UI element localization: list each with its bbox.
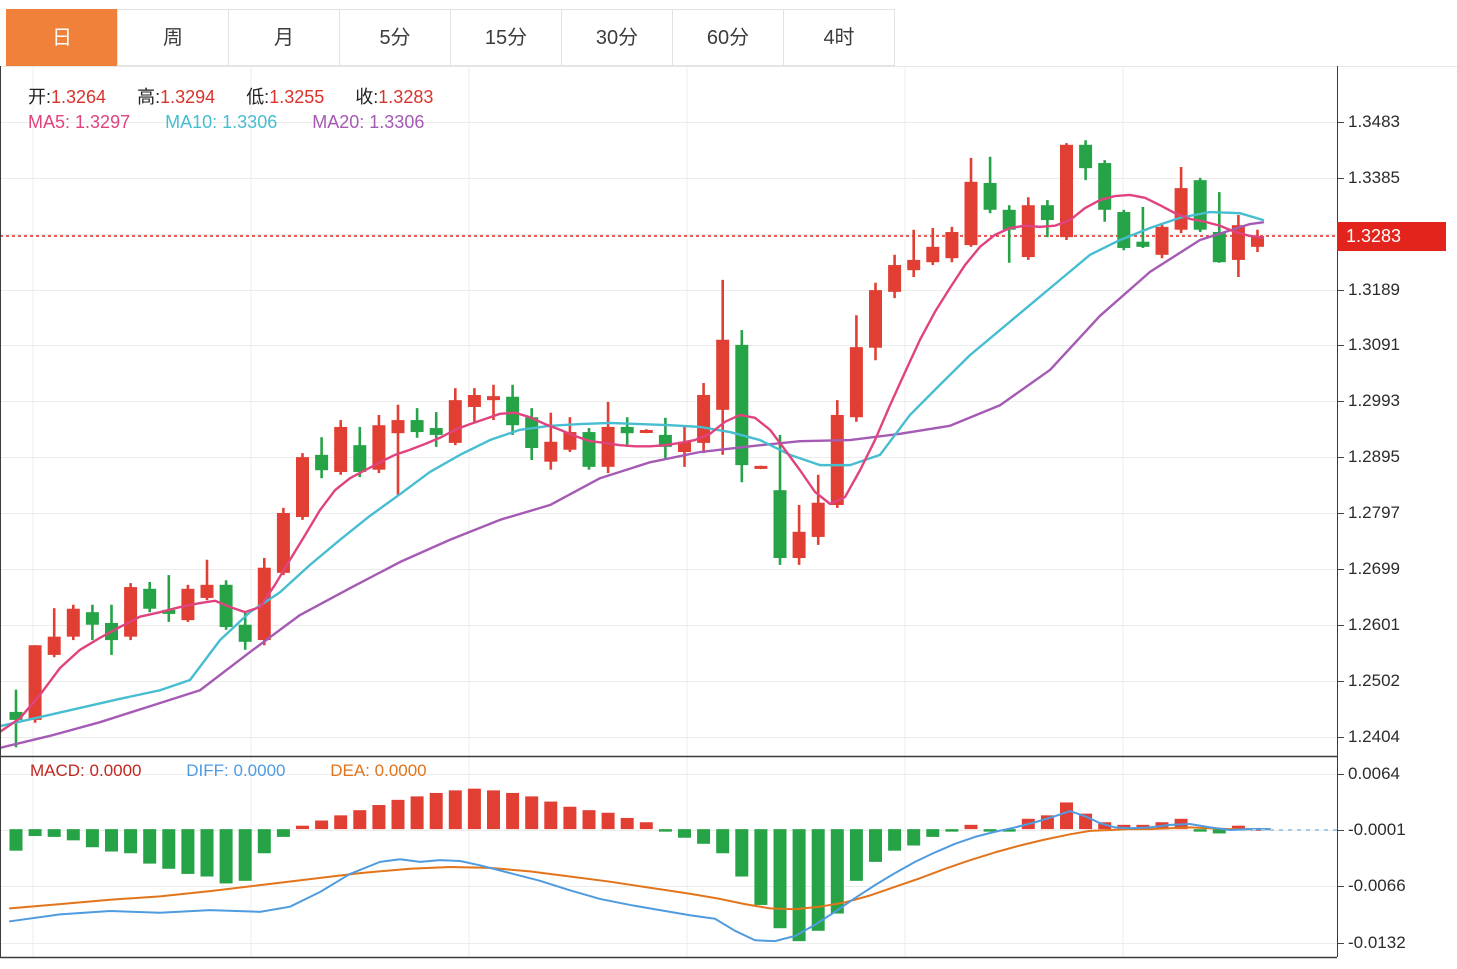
macd-axis-tick: -0.0001 [1348,820,1406,839]
tab-week[interactable]: 周 [117,9,229,66]
open-label: 开: [28,87,52,107]
macd-readout: MACD: 0.0000 DIFF: 0.0000 DEA: 0.0000 [30,761,467,781]
price-axis-tick: 1.2993 [1348,391,1400,411]
tab-bar-divider [0,66,1457,67]
price-axis-tick: 1.2502 [1348,671,1400,691]
low-value: 1.3255 [269,87,325,107]
macd-value-readout: MACD: 0.0000 [30,761,142,780]
price-axis-tick: 1.2404 [1348,726,1400,746]
macd-axis-tick: 0.0064 [1348,764,1400,783]
close-label: 收: [355,87,379,107]
close-value: 1.3283 [378,87,434,107]
macd-axis-tick: -0.0066 [1348,875,1406,895]
ohlc-readout: 开:1.3264 高:1.3294 低:1.3255 收:1.3283 [28,83,459,109]
price-axis-tick: 1.3189 [1348,279,1400,299]
tab-4hour[interactable]: 4时 [783,9,895,66]
ma-readout: MA5: 1.3297 MA10: 1.3306 MA20: 1.3306 [28,112,454,133]
tab-month[interactable]: 月 [228,9,340,66]
open-value: 1.3264 [51,87,107,107]
tab-15min[interactable]: 15分 [450,9,562,66]
ma5-readout: MA5: 1.3297 [28,112,131,132]
tab-60min[interactable]: 60分 [672,9,784,66]
low-label: 低: [246,87,270,107]
price-axis-tick: 1.2601 [1348,614,1400,634]
ma10-readout: MA10: 1.3306 [165,112,278,132]
price-axis-tick: 1.3483 [1348,112,1400,131]
dea-value-readout: DEA: 0.0000 [330,761,427,780]
high-label: 高: [137,87,161,107]
price-axis-tick: 1.2699 [1348,558,1400,578]
tab-5min[interactable]: 5分 [339,9,451,66]
timeframe-tab-bar: 日 周 月 5分 15分 30分 60分 4时 [6,9,895,66]
ma20-readout: MA20: 1.3306 [312,112,425,132]
tab-day[interactable]: 日 [6,9,118,66]
macd-axis-tick: -0.0132 [1348,932,1406,952]
price-axis-tick: 1.3091 [1348,335,1400,355]
price-axis-tick: 1.3385 [1348,167,1400,187]
current-price-tag: 1.3283 [1337,221,1446,251]
high-value: 1.3294 [160,87,216,107]
price-axis-tick: 1.2797 [1348,502,1400,522]
price-axis-tick: 1.2895 [1348,447,1400,467]
tab-30min[interactable]: 30分 [561,9,673,66]
diff-value-readout: DIFF: 0.0000 [186,761,286,780]
